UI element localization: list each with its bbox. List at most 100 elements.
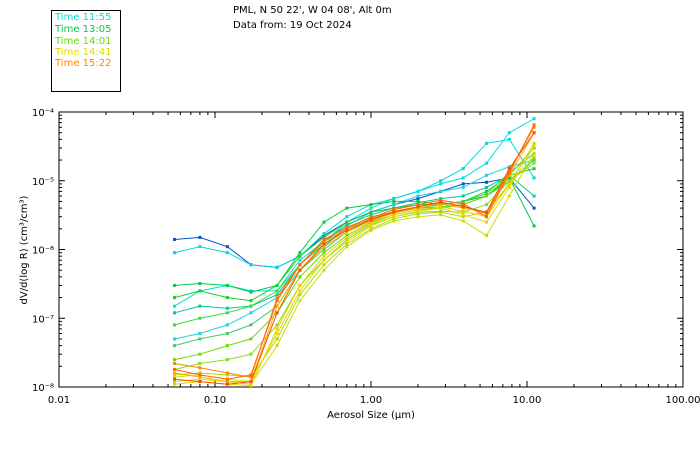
data-point: [484, 180, 488, 184]
data-point: [532, 146, 536, 150]
data-point: [439, 182, 443, 186]
data-point: [198, 380, 202, 384]
legend: Time 11:55 Time 13:05 Time 14:01 Time 14…: [51, 10, 121, 92]
data-point: [392, 213, 396, 217]
data-point: [439, 197, 443, 201]
data-point: [369, 213, 373, 217]
data-point: [172, 361, 176, 365]
data-point: [225, 296, 229, 300]
data-point: [298, 299, 302, 303]
series-line: [174, 162, 535, 370]
data-point: [461, 215, 465, 219]
legend-item: Time 11:55: [55, 12, 112, 23]
data-point: [484, 233, 488, 237]
data-point: [461, 182, 465, 186]
data-point: [275, 289, 279, 293]
data-point: [461, 167, 465, 171]
data-point: [225, 377, 229, 381]
series-line: [174, 168, 535, 302]
series-line: [174, 145, 535, 383]
data-point: [198, 371, 202, 375]
x-tick-label: 1.00: [360, 395, 382, 406]
data-point: [298, 258, 302, 262]
data-point: [439, 213, 443, 217]
data-point: [198, 361, 202, 365]
data-point: [484, 212, 488, 216]
data-point: [392, 208, 396, 212]
data-point: [369, 221, 373, 225]
data-point: [249, 380, 253, 384]
data-point: [172, 311, 176, 315]
data-point: [322, 220, 326, 224]
data-point: [322, 245, 326, 249]
data-point: [275, 299, 279, 303]
data-point: [249, 263, 253, 267]
chart-title-location: PML, N 50 22', W 04 08', Alt 0m: [233, 5, 392, 16]
data-point: [507, 169, 511, 173]
data-point: [416, 199, 420, 203]
data-point: [275, 323, 279, 327]
data-point: [439, 210, 443, 214]
data-point: [172, 377, 176, 381]
data-point: [484, 210, 488, 214]
data-point: [298, 283, 302, 287]
data-point: [172, 251, 176, 255]
data-point: [275, 327, 279, 331]
data-point: [369, 227, 373, 231]
data-point: [249, 352, 253, 356]
data-point: [416, 215, 420, 219]
x-tick-label: 10.00: [513, 395, 542, 406]
data-point: [198, 245, 202, 249]
data-point: [507, 131, 511, 135]
data-point: [249, 290, 253, 294]
data-point: [225, 323, 229, 327]
data-point: [322, 268, 326, 272]
y-tick-label: 10⁻⁵: [32, 177, 54, 188]
legend-item: Time 13:05: [55, 24, 112, 35]
data-point: [484, 185, 488, 189]
data-point: [249, 384, 253, 388]
y-tick-label: 10⁻⁶: [32, 246, 54, 257]
data-point: [345, 240, 349, 244]
data-point: [345, 223, 349, 227]
series-line: [174, 143, 535, 387]
y-tick-label: 10⁻⁴: [32, 108, 54, 119]
data-point: [532, 151, 536, 155]
y-tick-label: 10⁻⁸: [32, 383, 54, 394]
data-point: [532, 117, 536, 121]
data-point: [507, 179, 511, 183]
data-point: [507, 171, 511, 175]
data-point: [225, 306, 229, 310]
data-point: [198, 373, 202, 377]
data-point: [345, 237, 349, 241]
data-point: [461, 205, 465, 209]
data-point: [392, 219, 396, 223]
data-point: [416, 205, 420, 209]
plot-area: [58, 111, 684, 388]
series-line: [174, 138, 535, 268]
series-line: [174, 118, 535, 307]
data-point: [225, 382, 229, 386]
legend-item: Time 14:01: [55, 36, 112, 47]
axis-ticks: 0.01 0.10 1.00 10.00 100.00 10⁻⁸ 10⁻⁷ 10⁻⁶ 10⁻⁵ 1…: [32, 108, 700, 406]
series-line: [174, 177, 535, 293]
data-point: [484, 192, 488, 196]
data-point: [225, 380, 229, 384]
data-point: [198, 337, 202, 341]
data-point: [322, 237, 326, 241]
data-point: [439, 179, 443, 183]
data-point: [225, 358, 229, 362]
data-point: [249, 299, 253, 303]
data-point: [484, 194, 488, 198]
data-point: [532, 131, 536, 135]
data-point: [249, 337, 253, 341]
data-point: [507, 167, 511, 171]
data-point: [225, 373, 229, 377]
data-point: [439, 200, 443, 204]
data-point: [275, 311, 279, 315]
data-point: [532, 158, 536, 162]
data-point: [275, 265, 279, 269]
data-point: [532, 161, 536, 165]
data-point: [345, 220, 349, 224]
data-point: [172, 344, 176, 348]
